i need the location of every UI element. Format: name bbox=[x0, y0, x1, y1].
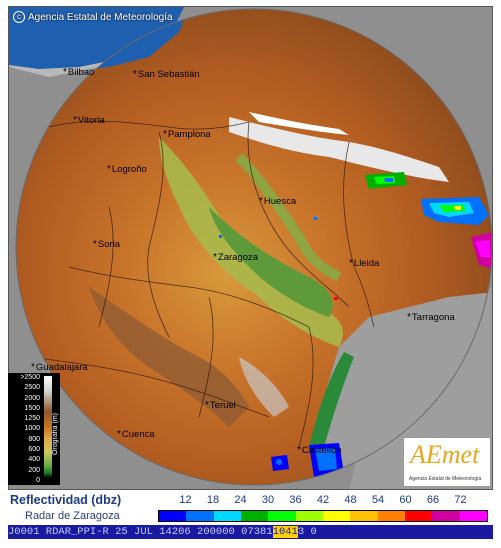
reflectivity-tick: 24 bbox=[234, 494, 247, 506]
orography-tick: 400 bbox=[28, 456, 40, 464]
orography-tick: 1250 bbox=[24, 415, 40, 423]
reflectivity-color-5 bbox=[295, 511, 323, 521]
status-tail: 3 0 bbox=[297, 526, 317, 538]
city-lleida: *Lleida bbox=[349, 258, 380, 269]
reflectivity-tick: 72 bbox=[454, 494, 467, 506]
orography-tick: 1500 bbox=[24, 404, 40, 412]
reflectivity-color-8 bbox=[377, 511, 405, 521]
orography-tick: 0 bbox=[36, 476, 40, 484]
city-san-sebastian: *San Sebastián bbox=[133, 69, 200, 80]
reflectivity-tick: 18 bbox=[206, 494, 220, 506]
city-bilbao: *Bilbao bbox=[63, 67, 95, 78]
reflectivity-color-6 bbox=[322, 511, 351, 521]
orography-tick: 2500 bbox=[24, 384, 40, 392]
terrain-map-canvas bbox=[9, 7, 492, 489]
city-castellon: *Castellón bbox=[297, 445, 342, 456]
radar-map: c Agencia Estatal de Meteorología *Bilba… bbox=[8, 6, 493, 490]
reflectivity-tick: 30 bbox=[261, 494, 275, 506]
reflectivity-color-9 bbox=[404, 511, 433, 521]
reflectivity-title: Reflectividad (dbz) bbox=[10, 493, 122, 507]
city-zaragoza: *Zaragoza bbox=[213, 252, 259, 263]
reflectivity-tick: 60 bbox=[399, 494, 412, 506]
reflectivity-color-2 bbox=[213, 511, 241, 521]
reflectivity-color-0 bbox=[159, 511, 187, 521]
orography-legend: >2500 2500 2000 1500 1250 1000 800 600 4… bbox=[8, 373, 60, 485]
city-teruel: *Teruel bbox=[205, 400, 236, 411]
reflectivity-tick: 42 bbox=[316, 494, 330, 506]
city-cuenca: *Cuenca bbox=[117, 429, 155, 440]
reflectivity-colorbar bbox=[158, 510, 488, 522]
city-tarragona: *Tarragona bbox=[407, 312, 455, 323]
orography-tick: 2000 bbox=[24, 394, 40, 402]
radar-name: Radar de Zaragoza bbox=[25, 510, 120, 522]
copyright-icon: c bbox=[13, 11, 25, 23]
reflectivity-tick: 48 bbox=[344, 494, 357, 506]
orography-axis-label: Orografía (m) bbox=[52, 413, 59, 456]
orography-scale: >2500 2500 2000 1500 1250 1000 800 600 4… bbox=[8, 373, 42, 486]
orography-tick: 1000 bbox=[24, 425, 40, 433]
reflectivity-color-10 bbox=[432, 511, 460, 521]
city-soria: *Soria bbox=[93, 239, 121, 250]
orography-colorbar bbox=[44, 376, 52, 478]
reflectivity-color-11 bbox=[459, 511, 487, 521]
reflectivity-color-4 bbox=[268, 511, 296, 521]
aemet-logo-subtitle: Agencia Estatal de Meteorología bbox=[409, 476, 482, 482]
reflectivity-tick: 54 bbox=[371, 494, 385, 506]
agency-credit: c Agencia Estatal de Meteorología bbox=[13, 11, 173, 23]
orography-tick: 600 bbox=[28, 446, 40, 454]
orography-tick: 200 bbox=[28, 466, 40, 474]
agency-name: Agencia Estatal de Meteorología bbox=[28, 11, 173, 23]
reflectivity-color-1 bbox=[186, 511, 214, 521]
reflectivity-tick: 36 bbox=[289, 494, 302, 506]
status-text: J0001 RDAR_PPI-R 25 JUL 14206 200000 073… bbox=[8, 526, 273, 538]
aemet-logo: AEmet Agencia Estatal de Meteorología bbox=[403, 437, 491, 487]
city-logrono: *Logroño bbox=[107, 164, 147, 175]
city-vitoria: *Vitoria bbox=[73, 115, 105, 126]
city-huesca: *Huesca bbox=[259, 196, 297, 207]
radar-echoes bbox=[219, 172, 492, 477]
status-highlight: 1041 bbox=[272, 526, 298, 538]
reflectivity-ticks: 12 18 24 30 36 42 48 54 60 66 72 bbox=[158, 494, 488, 508]
reflectivity-tick: 12 bbox=[179, 494, 192, 506]
reflectivity-tick: 66 bbox=[426, 494, 440, 506]
orography-tick: >2500 bbox=[20, 374, 40, 381]
aemet-logo-text: AEmet bbox=[410, 440, 480, 469]
reflectivity-color-7 bbox=[350, 511, 378, 521]
orography-tick: 800 bbox=[28, 435, 40, 443]
reflectivity-color-3 bbox=[240, 511, 269, 521]
city-guadalajara: *Guadalajara bbox=[31, 362, 88, 373]
status-bar: J0001 RDAR_PPI-R 25 JUL 14206 200000 073… bbox=[8, 525, 493, 539]
city-pamplona: *Pamplona bbox=[163, 129, 211, 140]
